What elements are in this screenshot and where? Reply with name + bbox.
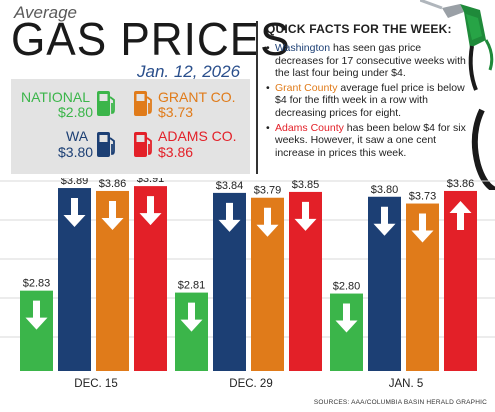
fact-item: • Grant County average fuel price is bel… bbox=[266, 82, 466, 120]
legend-national-value: $2.80 bbox=[58, 104, 94, 120]
x-tick-label: DEC. 29 bbox=[229, 378, 273, 390]
fact-text: has been below $4 for six weeks. However… bbox=[275, 121, 466, 159]
data-label: $3.84 bbox=[216, 180, 244, 192]
quick-facts: QUICK FACTS FOR THE WEEK: • Washington h… bbox=[266, 22, 466, 161]
legend-grant-name: GRANT CO. bbox=[158, 89, 236, 105]
bullet-icon: • bbox=[266, 121, 270, 134]
bullet-icon: • bbox=[266, 42, 270, 54]
fact-highlight: Adams County bbox=[275, 121, 344, 134]
legend: NATIONAL $2.80 GRANT CO. $3.73 WA $3.80 … bbox=[11, 79, 250, 174]
data-label: $3.91 bbox=[137, 178, 165, 185]
x-tick-label: DEC. 15 bbox=[74, 378, 118, 390]
gas-pump-icon bbox=[134, 132, 152, 157]
legend-wa-value: $3.80 bbox=[58, 144, 94, 160]
x-tick-label: JAN. 5 bbox=[388, 378, 424, 390]
gas-pump-icon bbox=[97, 91, 115, 116]
gas-pump-icon bbox=[134, 91, 152, 116]
page-title: GAS PRICES bbox=[11, 13, 291, 65]
arrow-down-icon bbox=[139, 196, 162, 226]
arrow-down-icon bbox=[294, 201, 317, 231]
source-credit: SOURCES: AAA/COLUMBIA BASIN HERALD GRAPH… bbox=[313, 399, 487, 406]
data-label: $3.73 bbox=[409, 191, 437, 203]
arrow-down-icon bbox=[256, 207, 279, 237]
data-label: $3.89 bbox=[61, 178, 89, 187]
legend-grant-value: $3.73 bbox=[158, 104, 194, 120]
section-divider bbox=[256, 21, 258, 174]
gas-pump-icon bbox=[97, 132, 115, 157]
fact-highlight: Washington bbox=[275, 42, 331, 54]
arrow-down-icon bbox=[335, 303, 358, 333]
arrow-down-icon bbox=[180, 302, 203, 332]
title-date: Jan. 12, 2026 bbox=[137, 62, 241, 81]
fact-highlight: Grant County bbox=[275, 81, 338, 94]
arrow-down-icon bbox=[63, 198, 86, 228]
legend-adams-value: $3.86 bbox=[158, 144, 194, 160]
legend-adams-name: ADAMS CO. bbox=[158, 128, 237, 144]
arrow-down-icon bbox=[218, 202, 241, 232]
quick-facts-title: QUICK FACTS FOR THE WEEK: bbox=[266, 22, 452, 36]
data-label: $3.80 bbox=[371, 184, 399, 196]
arrow-down-icon bbox=[101, 200, 124, 230]
arrow-down-icon bbox=[411, 213, 434, 243]
fuel-nozzle-icon bbox=[420, 0, 495, 190]
data-label: $2.80 bbox=[333, 281, 361, 293]
fact-text: has seen gas price decreases for 17 cons… bbox=[275, 42, 466, 80]
data-label: $3.86 bbox=[447, 178, 475, 190]
data-label: $3.86 bbox=[99, 178, 127, 190]
arrow-down-icon bbox=[373, 206, 396, 236]
title-kicker: Average bbox=[14, 3, 78, 22]
fact-text: average fuel price is below $4 for the f… bbox=[275, 81, 465, 119]
data-label: $3.85 bbox=[292, 179, 320, 191]
fact-item: • Adams County has been below $4 for six… bbox=[266, 122, 466, 160]
arrow-up-icon bbox=[449, 200, 472, 230]
chart-area: $2.83 $3.89 $3.86 $3.91 $2.81 $3.84 $3.79 $3.85… bbox=[0, 178, 495, 374]
arrow-down-icon bbox=[25, 300, 48, 330]
fact-item: • Washington has seen gas price decrease… bbox=[266, 42, 466, 80]
data-label: $3.79 bbox=[254, 185, 282, 197]
data-label: $2.81 bbox=[178, 280, 206, 292]
data-label: $2.83 bbox=[23, 278, 51, 290]
bullet-icon: • bbox=[266, 81, 270, 94]
legend-national-name: NATIONAL bbox=[21, 89, 90, 105]
legend-wa-name: WA bbox=[66, 128, 89, 144]
bar-chart: $2.83 $3.89 $3.86 $3.91 $2.81 $3.84 $3.79 $3.85… bbox=[0, 178, 495, 371]
